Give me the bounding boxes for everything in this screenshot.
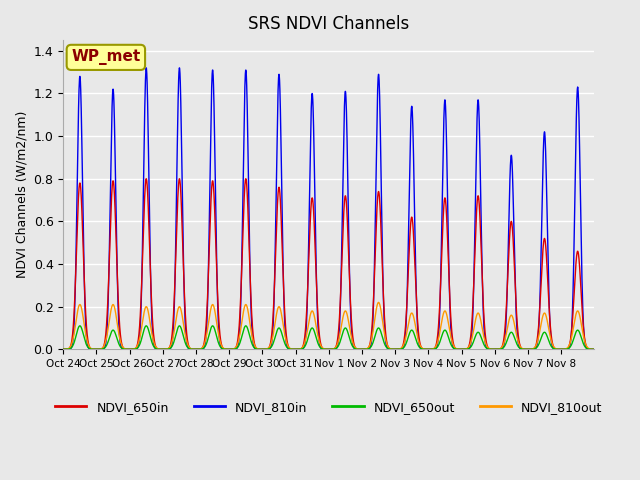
Y-axis label: NDVI Channels (W/m2/nm): NDVI Channels (W/m2/nm): [15, 111, 28, 278]
Title: SRS NDVI Channels: SRS NDVI Channels: [248, 15, 410, 33]
Text: WP_met: WP_met: [71, 49, 141, 65]
Legend: NDVI_650in, NDVI_810in, NDVI_650out, NDVI_810out: NDVI_650in, NDVI_810in, NDVI_650out, NDV…: [50, 396, 607, 419]
